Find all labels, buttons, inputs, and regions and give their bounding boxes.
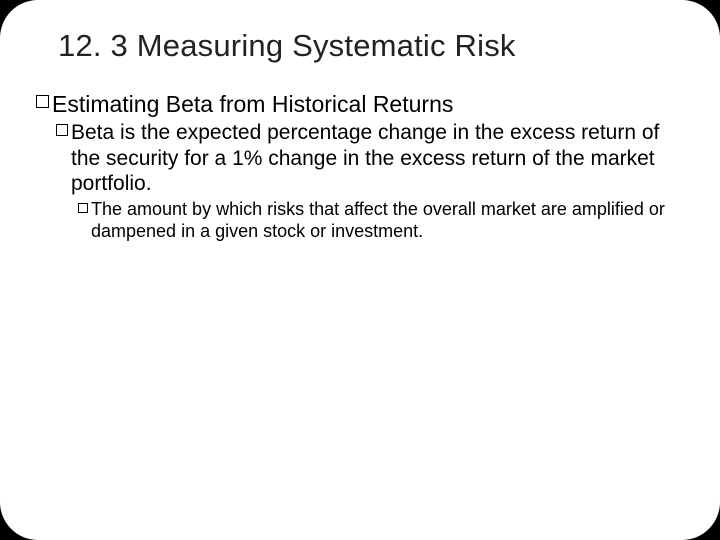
square-bullet-icon <box>36 95 49 108</box>
level2-text: Beta is the expected percentage change i… <box>71 120 684 197</box>
level3-text: The amount by which risks that affect th… <box>91 199 684 243</box>
square-bullet-icon <box>78 203 88 213</box>
bullet-level2: Beta is the expected percentage change i… <box>56 120 684 197</box>
bullet-level3: The amount by which risks that affect th… <box>78 199 684 243</box>
slide-title: 12. 3 Measuring Systematic Risk <box>58 28 684 64</box>
slide-frame: 12. 3 Measuring Systematic Risk Estimati… <box>0 0 720 540</box>
square-bullet-icon <box>56 124 68 136</box>
level1-text: Estimating Beta from Historical Returns <box>52 90 453 118</box>
bullet-level1: Estimating Beta from Historical Returns <box>36 90 684 118</box>
